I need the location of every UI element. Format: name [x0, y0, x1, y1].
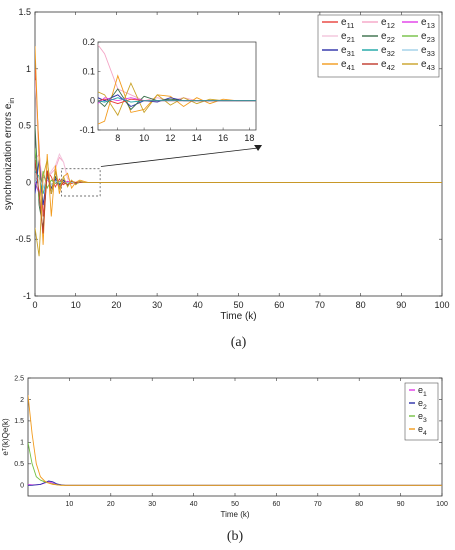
y-tick-label: 1.5	[18, 7, 31, 17]
y-tick-label: -1	[23, 291, 31, 301]
inset-x-tick-label: 8	[115, 133, 120, 143]
legend-label-e41: e41	[341, 59, 355, 72]
x-tick-label: 70	[315, 300, 325, 310]
x-axis-label: Time (k)	[220, 311, 256, 322]
y-tick-label: -0.5	[15, 234, 31, 244]
y-tick-label: 2.5	[14, 375, 24, 382]
x-tick-label: 40	[193, 300, 203, 310]
x-tick-label: 90	[396, 300, 406, 310]
legend-label-e3: e3	[418, 411, 427, 424]
legend-label-e1: e1	[418, 385, 427, 398]
y-tick-label: 0	[20, 483, 24, 490]
inset-y-tick-label: 0	[90, 96, 95, 106]
legend-label-e4: e4	[418, 424, 427, 437]
x-tick-label: 40	[190, 501, 198, 508]
series-line-e43	[35, 159, 442, 257]
legend-label-e11: e11	[341, 17, 354, 30]
y-tick-label: 1	[20, 440, 24, 447]
inset-y-tick-label: 0.2	[82, 37, 95, 47]
legend-label-e13: e13	[421, 17, 435, 30]
inset-x-tick-label: 12	[165, 133, 175, 143]
legend-label-e2: e2	[418, 398, 427, 411]
legend-label-e23: e23	[421, 31, 435, 44]
inset-lines	[98, 44, 256, 125]
x-tick-label: 80	[355, 501, 363, 508]
y-tick-label: 1	[26, 64, 31, 74]
series-line-e4	[28, 395, 442, 486]
x-tick-label: 50	[231, 501, 239, 508]
zoom-arrow	[100, 147, 259, 167]
x-tick-label: 100	[436, 501, 448, 508]
x-tick-label: 20	[107, 501, 115, 508]
inset-y-tick-label: -0.1	[79, 125, 95, 135]
x-tick-label: 50	[233, 300, 243, 310]
legend: e11 e12 e13 e21 e22 e23 e31 e32 e33 e41 e42 e43	[317, 14, 440, 78]
y-tick-label: 0	[26, 177, 31, 187]
x-tick-label: 30	[152, 300, 162, 310]
inset-series-line	[98, 97, 256, 103]
y-tick-label: 0.5	[18, 121, 31, 131]
inset-y-tick-label: 0.1	[82, 66, 95, 76]
inset-x-tick-label: 18	[244, 133, 254, 143]
x-tick-label: 90	[397, 501, 405, 508]
x-axis-label: Time (k)	[220, 510, 249, 519]
x-tick-label: 60	[274, 300, 284, 310]
legend-label-e31: e31	[341, 45, 355, 58]
x-tick-label: 0	[32, 300, 37, 310]
x-tick-label: 10	[71, 300, 81, 310]
x-tick-label: 70	[314, 501, 322, 508]
panel-label-b: (b)	[227, 529, 244, 544]
legend-label-e42: e42	[381, 59, 395, 72]
legend-label-e33: e33	[421, 45, 435, 58]
zoom-arrow-head	[254, 145, 263, 151]
legend-label-e12: e12	[381, 17, 395, 30]
x-tick-label: 80	[356, 300, 366, 310]
legend-label-e32: e32	[381, 45, 395, 58]
y-tick-label: 0.5	[14, 461, 24, 468]
y-tick-label: 2	[20, 397, 24, 404]
x-tick-label: 10	[66, 501, 74, 508]
series-lines	[28, 395, 442, 486]
inset-x-tick-label: 10	[139, 133, 149, 143]
x-tick-label: 30	[148, 501, 156, 508]
x-tick-label: 60	[273, 501, 281, 508]
inset-plot-area	[97, 41, 257, 131]
inset-x-tick-label: 16	[218, 133, 228, 143]
panel-label-a: (a)	[231, 335, 247, 350]
legend-box	[404, 382, 439, 441]
inset-panel: 8 10 12 14 16 18 -0.1 0 0.1 0.2	[79, 37, 257, 143]
y-tick-label: 1.5	[14, 418, 24, 425]
plot-area	[27, 377, 443, 497]
legend-label-e43: e43	[421, 59, 435, 72]
x-tick-label: 100	[434, 300, 449, 310]
legend-label-e22: e22	[381, 31, 395, 44]
y-axis-label: eᵀ(k)Qe(k)	[1, 418, 10, 456]
legend-box	[317, 14, 440, 78]
inset-x-tick-label: 14	[192, 133, 202, 143]
x-tick-label: 20	[111, 300, 121, 310]
legend-label-e21: e21	[341, 31, 355, 44]
series-lines	[35, 46, 442, 257]
y-axis-label: synchronization errors ein	[3, 98, 16, 211]
chart-panel-b: 10 20 30 40 50 60 70 80 90 100 0 0.5 1 1.5 2 2.5 Time (k…	[1, 375, 448, 519]
